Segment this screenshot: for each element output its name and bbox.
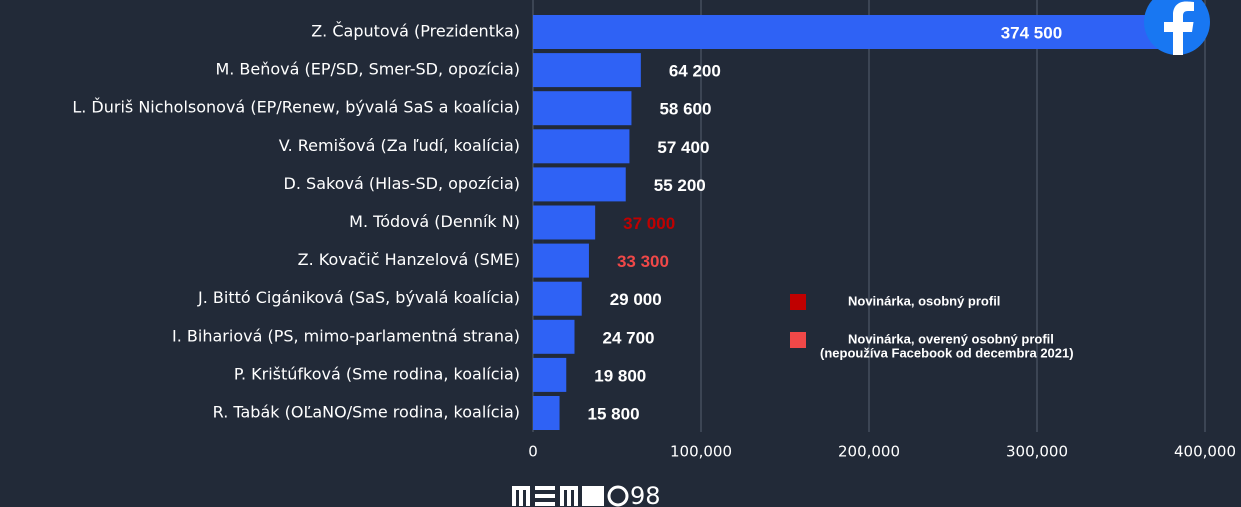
- x-tick-label: 100,000: [670, 443, 732, 461]
- legend-label: (nepoužíva Facebook od decembra 2021): [820, 345, 1074, 360]
- bar: [533, 167, 626, 202]
- value-label: 29 000: [610, 290, 662, 309]
- bar: [533, 91, 632, 126]
- bar: [533, 243, 589, 278]
- bar: [533, 205, 596, 240]
- category-label: L. Ďuriš Nicholsonová (EP/Renew, bývalá …: [72, 98, 520, 117]
- value-label: 57 400: [657, 138, 709, 157]
- bar: [533, 129, 630, 164]
- legend-label: Novinárka, osobný profil: [848, 293, 1000, 308]
- legend-label: Novinárka, overený osobný profil: [848, 331, 1054, 346]
- value-label: 33 300: [617, 252, 669, 271]
- legend-swatch: [790, 294, 806, 310]
- value-label: 58 600: [659, 100, 711, 119]
- legend-swatch: [790, 332, 806, 348]
- category-label: M. Tódová (Denník N): [349, 212, 520, 231]
- category-label: Z. Čaputová (Prezidentka): [311, 22, 520, 41]
- value-label: 37 000: [623, 214, 675, 233]
- bar: [533, 357, 567, 392]
- value-label: 19 800: [594, 366, 646, 385]
- bar: [533, 53, 641, 88]
- category-label: R. Tabák (OĽaNO/Sme rodina, koalícia): [213, 403, 520, 422]
- value-label: 15 800: [588, 404, 640, 423]
- value-label: 24 700: [602, 328, 654, 347]
- bar: [533, 319, 575, 354]
- value-label: 374 500: [1001, 23, 1062, 42]
- bar: [533, 281, 582, 316]
- bar: [533, 15, 1163, 49]
- memo98-logo: 98: [512, 482, 661, 507]
- x-tick-label: 200,000: [838, 443, 900, 461]
- x-tick-label: 0: [528, 443, 538, 461]
- category-label: V. Remišová (Za ľudí, koalícia): [279, 136, 520, 155]
- value-label: 64 200: [669, 62, 721, 81]
- category-label: Z. Kovačič Hanzelová (SME): [298, 250, 520, 269]
- logo-text: 98: [630, 482, 661, 507]
- bar: [533, 396, 560, 430]
- bars: [533, 15, 1163, 430]
- facebook-icon: [1144, 0, 1210, 55]
- x-tick-label: 400,000: [1174, 443, 1236, 461]
- category-label: M. Beňová (EP/SD, Smer-SD, opozícia): [215, 60, 520, 79]
- category-label: I. Bihariová (PS, mimo-parlamentná stran…: [172, 326, 520, 345]
- x-tick-label: 300,000: [1006, 443, 1068, 461]
- category-label: D. Saková (Hlas-SD, opozícia): [284, 174, 520, 193]
- category-label: J. Bittó Cigániková (SaS, bývalá koalíci…: [197, 288, 520, 307]
- value-label: 55 200: [654, 176, 706, 195]
- category-label: P. Krištúfková (Sme rodina, koalícia): [234, 364, 520, 383]
